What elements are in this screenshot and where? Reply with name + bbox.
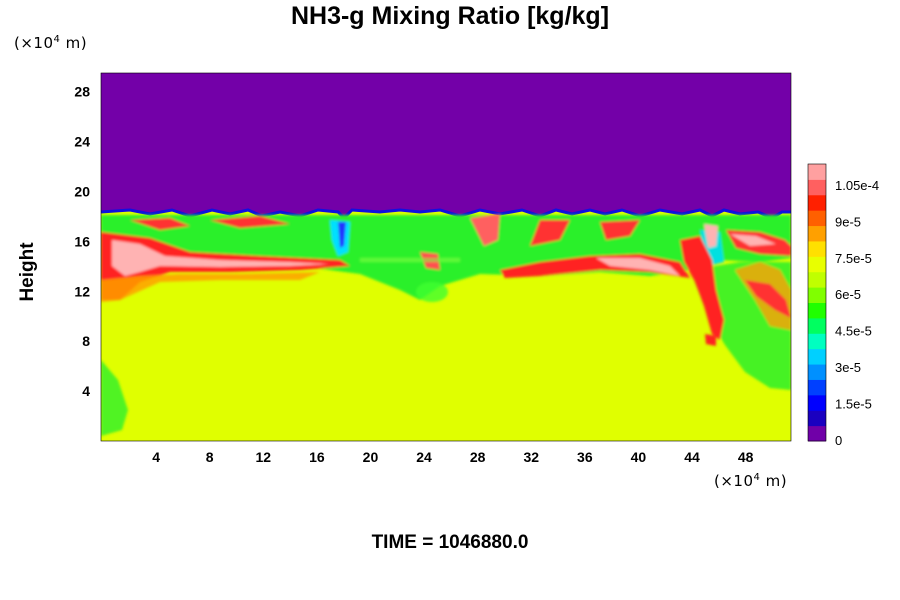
colorbar-segment [808, 240, 826, 257]
red-filament-5 [600, 220, 640, 240]
x-axis-unit: (×104 m) [714, 472, 788, 490]
colorbar-segment [808, 225, 826, 242]
colorbar-frame [807, 163, 827, 442]
x-tick-label: 24 [416, 449, 432, 465]
red-swirl-right-3 [745, 280, 791, 318]
colorbar-tick-label: 7.5e-5 [835, 251, 872, 266]
upper-region [101, 73, 791, 218]
colorbar-segment [808, 394, 826, 411]
red-blob-right [705, 334, 716, 346]
colorbar-segment [808, 256, 826, 273]
colorbar-tick-label: 9e-5 [835, 214, 861, 229]
colorbar-segment [808, 364, 826, 380]
colorbar-segment [808, 317, 826, 334]
colorbar-segment [808, 333, 826, 350]
colorbar-tick-label: 4.5e-5 [835, 324, 872, 339]
y-axis-unit: (×104 m) [14, 34, 88, 52]
y-tick-label: 16 [74, 233, 90, 249]
colorbar-tick-label: 1.05e-4 [835, 178, 879, 193]
colorbar-segment [808, 348, 826, 365]
colorbar-segment [808, 425, 826, 442]
y-tick-label: 12 [74, 283, 90, 299]
x-tick-label: 40 [631, 449, 647, 465]
x-tick-label: 4 [152, 449, 160, 465]
pink-swirl-right-2 [730, 234, 776, 246]
colorbar-tick-label: 0 [835, 433, 842, 448]
red-filament-4 [530, 220, 570, 246]
green-patch-center [416, 282, 448, 302]
x-tick-label: 44 [684, 449, 700, 465]
red-filament-1 [130, 218, 190, 230]
colorbar-segment [808, 379, 826, 396]
pink-swirl-right [704, 224, 718, 248]
red-filament-3 [470, 214, 500, 246]
x-tick-label: 16 [309, 449, 325, 465]
y-ticks: 4 8 12 16 20 24 28 [74, 84, 90, 399]
time-label: TIME = 1046880.0 [371, 532, 529, 553]
colorbar-segment [808, 179, 826, 196]
red-filament-2 [210, 216, 290, 228]
x-tick-label: 32 [523, 449, 539, 465]
colorbar-segment [808, 302, 826, 319]
orange-fringe-left [101, 272, 320, 302]
colorbar-tick-label: 3e-5 [835, 360, 861, 375]
colorbar-tick-label: 1.5e-5 [835, 397, 872, 412]
colorbar: 0 1.5e-5 3e-5 4.5e-5 6e-5 7.5e-5 9e-5 1.05e-4 [807, 163, 879, 448]
x-ticks: 4 8 12 16 20 24 28 32 36 40 44 48 [152, 449, 753, 465]
y-tick-label: 24 [74, 134, 90, 150]
blue-patch [338, 222, 346, 248]
x-tick-label: 48 [738, 449, 754, 465]
colorbar-segment [808, 271, 826, 288]
x-tick-label: 28 [470, 449, 486, 465]
colorbar-segment [808, 287, 826, 303]
pink-band-left [112, 240, 330, 276]
red-swirl-right [680, 236, 724, 340]
green-patch-left [101, 360, 128, 436]
heatmap-plot-area [101, 73, 791, 441]
x-tick-label: 36 [577, 449, 593, 465]
blue-rim [101, 208, 791, 221]
x-tick-label: 20 [363, 449, 379, 465]
pink-streak-center [596, 258, 680, 276]
y-tick-label: 20 [74, 184, 90, 200]
colorbar-segment [808, 210, 826, 227]
colorbar-segment [808, 410, 826, 427]
y-tick-label: 28 [74, 84, 90, 100]
band-stripe [360, 258, 460, 262]
y-tick-label: 8 [82, 333, 90, 349]
plot-frame [100, 72, 792, 442]
colorbar-tick-label: 6e-5 [835, 287, 861, 302]
chart-title: NH3-g Mixing Ratio [kg/kg] [290, 2, 610, 30]
y-tick-label: 4 [82, 383, 90, 399]
x-tick-label: 8 [206, 449, 214, 465]
colorbar-segment [808, 164, 826, 180]
colorbar-segment [808, 194, 826, 211]
x-tick-label: 12 [255, 449, 271, 465]
